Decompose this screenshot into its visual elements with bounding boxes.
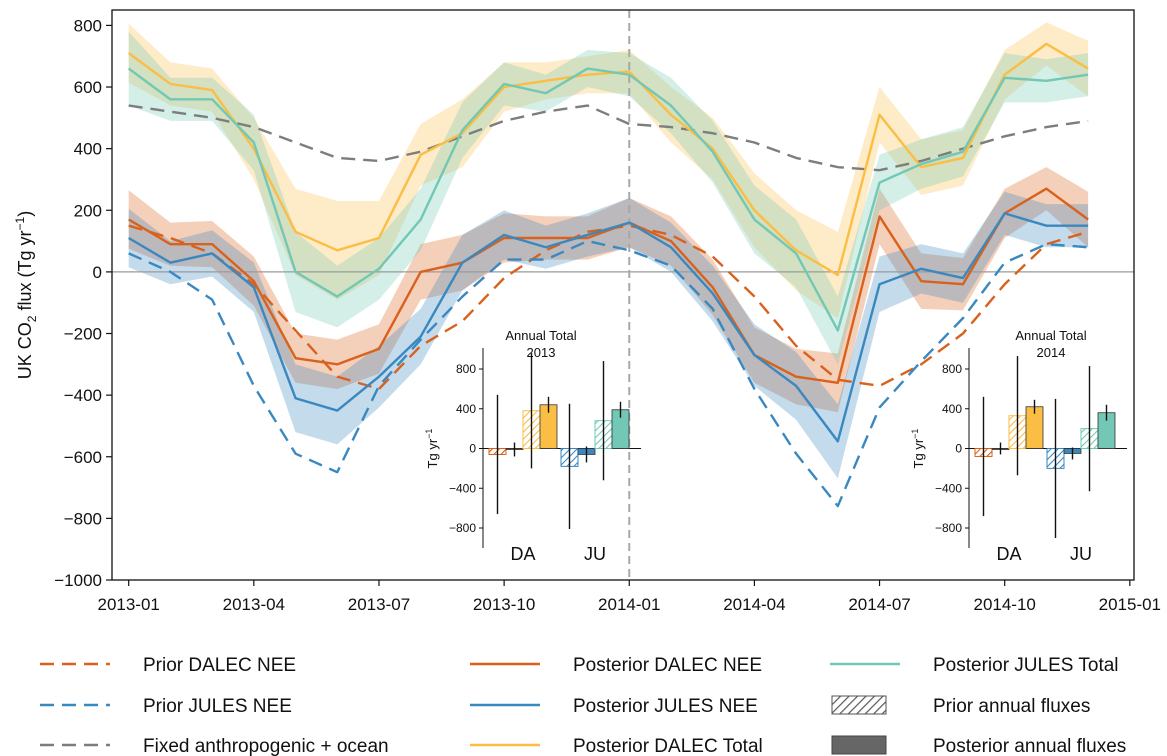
series-line-1	[128, 239, 1089, 508]
y-axis-label-ylabel-sub: 2	[25, 315, 39, 322]
legend-label: Prior JULES NEE	[143, 696, 292, 717]
legend-entry: Posterior JULES Total	[830, 655, 1119, 676]
x-tick-label: 2013-07	[348, 595, 410, 614]
series-line-5	[127, 42, 1089, 277]
y-axis-label-ylabel-sup: −1	[13, 216, 27, 230]
inset-y-tick-label: 0	[469, 442, 476, 456]
inset-title: Annual Total	[1015, 328, 1086, 343]
inset-y-tick-label: −400	[449, 481, 476, 495]
legend-swatch-hatched	[831, 695, 887, 715]
inset-y-label-sup: −1	[910, 429, 920, 439]
legend: Prior DALEC NEE Posterior DALEC NEE Poster…	[40, 655, 1126, 756]
x-tick-label: 2014-04	[723, 595, 785, 614]
inset-group-label: DA	[510, 544, 535, 564]
inset-y-label-sup: −1	[424, 429, 434, 439]
legend-entry: Prior JULES NEE	[40, 696, 292, 717]
series-lines	[127, 42, 1089, 508]
legend-label: Posterior annual fluxes	[933, 736, 1126, 756]
band-5	[128, 22, 1089, 319]
y-tick-label: −800	[64, 509, 102, 528]
main-axes: 8006004002000−200−400−600−800−10002013-0…	[13, 9, 1161, 614]
series-line-4	[128, 212, 1089, 443]
legend-entry: Posterior annual fluxes	[831, 735, 1126, 756]
inset-y-tick-label: −400	[935, 481, 962, 495]
y-tick-label: 0	[93, 263, 102, 282]
inset-group-label: JU	[1070, 544, 1092, 564]
plot-frame	[111, 9, 1135, 581]
x-tick-label: 2015-01	[1099, 595, 1161, 614]
x-tick-label: 2014-07	[848, 595, 910, 614]
reference-lines	[112, 10, 1134, 580]
inset-title-year: 2013	[527, 345, 556, 360]
inset-2014: 800 400 0 −400 −800 Annual Total 2014 Tg yr−1 DA…	[910, 328, 1127, 564]
inset-y-label: Tg yr−1	[910, 429, 926, 469]
y-tick-label: −200	[64, 325, 102, 344]
band-3	[128, 167, 1089, 413]
legend-label: Posterior JULES Total	[933, 655, 1119, 676]
y-tick-label: −1000	[54, 571, 102, 590]
legend-label: Fixed anthropogenic + ocean	[143, 736, 389, 756]
series-line-0	[128, 224, 1089, 391]
y-tick-label: 600	[74, 78, 102, 97]
y-axis-label-ylabel-main: UK CO	[15, 322, 35, 379]
inset-group-label: JU	[584, 544, 606, 564]
legend-entry: Prior DALEC NEE	[40, 655, 296, 676]
inset-y-label: Tg yr−1	[424, 429, 440, 469]
y-tick-label: 800	[74, 16, 102, 35]
inset-y-tick-label: −800	[449, 521, 476, 535]
band-6	[128, 31, 1089, 365]
series-line-6	[127, 67, 1089, 332]
inset-title-year: 2014	[1037, 345, 1066, 360]
series-line-3	[128, 187, 1089, 385]
legend-entry: Fixed anthropogenic + ocean	[40, 736, 389, 756]
y-tick-label: 200	[74, 201, 102, 220]
inset-y-label-text: Tg yr	[425, 438, 440, 468]
inset-group-label: DA	[996, 544, 1021, 564]
legend-label: Posterior DALEC NEE	[573, 655, 762, 676]
inset-y-tick-label: 400	[942, 402, 962, 416]
inset-y-tick-label: 800	[942, 362, 962, 376]
y-tick-label: −400	[64, 386, 102, 405]
legend-label: Posterior DALEC Total	[573, 736, 763, 756]
x-tick-label: 2013-10	[473, 595, 535, 614]
legend-entry: Posterior DALEC Total	[470, 736, 763, 756]
y-tick-label: 400	[74, 140, 102, 159]
y-tick-label: −600	[64, 448, 102, 467]
legend-swatch-solid	[831, 735, 887, 755]
inset-y-tick-label: 0	[955, 442, 962, 456]
y-axis-label: UK CO2 flux (Tg yr−1)	[13, 211, 39, 379]
y-axis-label-ylabel-rest: flux (Tg yr	[15, 230, 35, 315]
y-axis-label-ylabel-end: )	[15, 211, 35, 217]
x-tick-label: 2014-01	[598, 595, 660, 614]
inset-y-label-text: Tg yr	[911, 438, 926, 468]
series-line-2	[128, 104, 1089, 172]
legend-entry: Posterior JULES NEE	[470, 696, 758, 717]
x-tick-label: 2013-04	[223, 595, 285, 614]
legend-label: Prior annual fluxes	[933, 696, 1090, 717]
legend-label: Posterior JULES NEE	[573, 696, 758, 717]
inset-title: Annual Total	[505, 328, 576, 343]
x-tick-label: 2014-10	[973, 595, 1035, 614]
legend-entry: Posterior DALEC NEE	[470, 655, 762, 676]
inset-2013: 800 400 0 −400 −800 Annual Total 2013 Tg yr−1 DA…	[424, 328, 641, 564]
legend-entry: Prior annual fluxes	[831, 695, 1090, 717]
inset-y-tick-label: 400	[456, 402, 476, 416]
x-tick-label: 2013-01	[97, 595, 159, 614]
inset-y-tick-label: −800	[935, 521, 962, 535]
legend-label: Prior DALEC NEE	[143, 655, 296, 676]
inset-y-tick-label: 800	[456, 362, 476, 376]
